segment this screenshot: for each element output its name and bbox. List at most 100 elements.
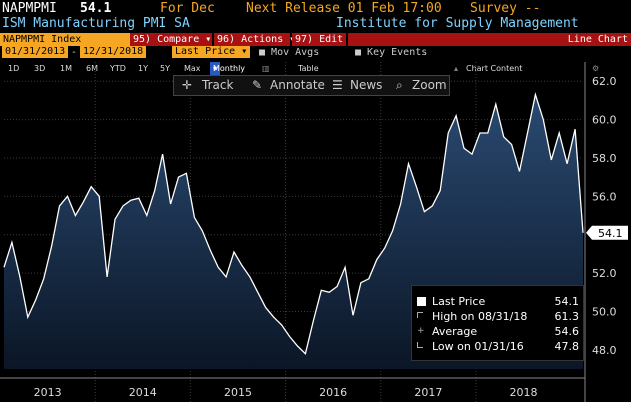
data-point [416, 186, 418, 188]
data-point [106, 276, 108, 278]
settings-gear-icon[interactable]: ⚙ [592, 64, 600, 73]
period-1y[interactable]: 1Y [138, 64, 148, 73]
data-point [170, 203, 172, 205]
data-point [408, 163, 410, 165]
period-max[interactable]: Max [184, 64, 201, 73]
data-point [305, 353, 307, 355]
data-point [495, 103, 497, 105]
last-price-label: Last Price [175, 46, 236, 57]
news-button[interactable]: News [350, 78, 383, 92]
actions-button[interactable]: 96) Actions ▾ [214, 33, 295, 47]
data-point [27, 316, 29, 318]
table-button[interactable]: Table [298, 64, 319, 73]
data-point [201, 230, 203, 232]
y-tick-label: 52.0 [592, 267, 617, 280]
chart-tools-icon[interactable]: ▥ [262, 64, 270, 73]
survey: Survey -- [470, 1, 541, 16]
last-price-swatch-icon [417, 297, 426, 306]
data-point [273, 316, 275, 318]
data-point [503, 136, 505, 138]
period-ytd[interactable]: YTD [110, 64, 126, 73]
index-field[interactable]: NAPMPMI Index [0, 33, 140, 47]
legend-low-value: 47.8 [554, 340, 580, 353]
average-marker-icon: + [417, 326, 425, 336]
last-value-tag: 54.1 [586, 225, 628, 240]
low-marker-icon [417, 342, 423, 348]
data-point [511, 144, 513, 146]
data-point [257, 291, 259, 293]
zoom-button[interactable]: Zoom [412, 78, 447, 92]
series-line [3, 92, 584, 355]
data-point [344, 267, 346, 269]
end-date-input[interactable]: 12/31/2018 [80, 46, 147, 58]
security-header: NAPMPMI 54.1 For Dec Next Release 01 Feb… [0, 0, 631, 17]
key-events-label: Key Events [367, 47, 428, 58]
last-value-tag-label: 54.1 [598, 227, 623, 240]
data-point [265, 307, 267, 309]
actions-label: 96) Actions [217, 34, 284, 45]
ticker[interactable]: NAPMPMI [2, 1, 57, 16]
data-point [376, 259, 378, 261]
chart-legend: Last Price 54.1 High on 08/31/18 61.3 + … [411, 285, 584, 361]
data-point [550, 159, 552, 161]
data-point [11, 242, 13, 244]
mov-avgs-label: Mov Avgs [271, 47, 320, 58]
period-1d[interactable]: 1D [8, 64, 20, 73]
data-point [225, 276, 227, 278]
data-point [209, 249, 211, 251]
data-point [447, 132, 449, 134]
data-point [154, 190, 156, 192]
chart-content-icon[interactable]: ▴ [454, 64, 459, 73]
track-button[interactable]: Track [202, 78, 234, 92]
data-point [43, 278, 45, 280]
data-point [67, 196, 69, 198]
chart-toolbar: NAPMPMI Index 95) Compare ▾ 96) Actions … [0, 33, 631, 47]
y-tick-label: 56.0 [592, 190, 617, 203]
data-point [384, 247, 386, 249]
data-point [336, 286, 338, 288]
data-point [35, 299, 37, 301]
next-release: Next Release 01 Feb 17:00 [246, 1, 442, 16]
edit-label: 97) Edit [295, 34, 344, 45]
data-point [241, 265, 243, 267]
data-point [455, 115, 457, 117]
data-point [471, 153, 473, 155]
frequency-label: Monthly [213, 64, 246, 73]
data-point [289, 336, 291, 338]
y-tick-label: 60.0 [592, 114, 617, 127]
mov-avgs-toggle[interactable]: ■ Mov Avgs [259, 47, 320, 58]
legend-average: + Average 54.6 [412, 324, 585, 339]
period-5y[interactable]: 5Y [160, 64, 170, 73]
compare-button[interactable]: 95) Compare ▾ [130, 33, 212, 47]
pencil-icon: ✎ [252, 78, 263, 92]
period-3d[interactable]: 3D [34, 64, 46, 73]
data-point [439, 190, 441, 192]
x-tick-label: 2013 [34, 386, 62, 399]
edit-button[interactable]: 97) Edit ▾ [292, 33, 355, 47]
legend-last-price-label: Last Price [432, 295, 486, 308]
start-date-input[interactable]: 01/31/2013 [2, 46, 69, 58]
period-label: For Dec [160, 1, 215, 16]
data-point [574, 128, 576, 130]
frequency-select[interactable]: Monthly ▾ [210, 62, 245, 75]
chevron-down-icon: ▾ [205, 34, 212, 45]
chart-content-button[interactable]: Chart Content [466, 64, 523, 73]
x-tick-label: 2014 [129, 386, 157, 399]
last-price-selector[interactable]: Last Price ▾ [172, 46, 251, 58]
period-1m[interactable]: 1M [60, 64, 72, 73]
chart-type-button[interactable]: Line Chart [348, 33, 631, 47]
data-point [51, 245, 53, 247]
legend-last-price[interactable]: Last Price 54.1 [412, 294, 585, 309]
data-point [122, 205, 124, 207]
security-name: ISM Manufacturing PMI SA [2, 16, 190, 31]
y-tick-label: 58.0 [592, 152, 617, 165]
legend-average-value: 54.6 [554, 325, 580, 338]
legend-low-label: Low on 01/31/16 [432, 340, 524, 353]
x-tick-label: 2016 [319, 386, 347, 399]
period-6m[interactable]: 6M [86, 64, 98, 73]
data-point [392, 230, 394, 232]
key-events-toggle[interactable]: ■ Key Events [355, 47, 428, 58]
data-point [138, 197, 140, 199]
annotate-button[interactable]: Annotate [270, 78, 325, 92]
y-tick-label: 62.0 [592, 75, 617, 88]
